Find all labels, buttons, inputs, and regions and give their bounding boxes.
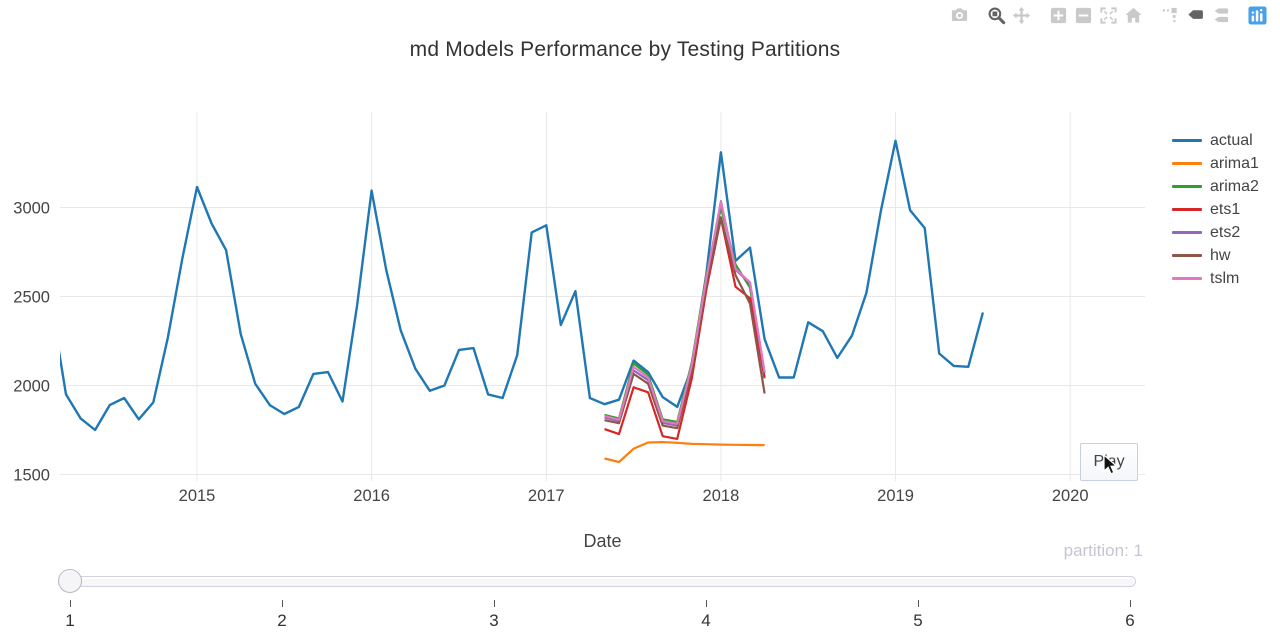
x-tick-label: 2017 <box>528 487 565 505</box>
x-tick-label: 2020 <box>1052 487 1089 505</box>
spikelines-button[interactable] <box>1158 4 1183 27</box>
reset-home-button[interactable] <box>1121 4 1146 27</box>
x-tick-label: 2016 <box>353 487 390 505</box>
legend-swatch-arima2 <box>1172 185 1202 188</box>
slider-tick-label-2[interactable]: 2 <box>277 611 287 630</box>
reset-home-icon <box>1125 7 1142 23</box>
legend-label: ets2 <box>1210 223 1241 241</box>
slider-tick-label-4[interactable]: 4 <box>701 611 711 630</box>
legend-item-hw[interactable]: hw <box>1172 244 1259 267</box>
legend-swatch-actual <box>1172 139 1202 142</box>
legend-item-ets1[interactable]: ets1 <box>1172 198 1259 221</box>
y-tick-label: 2500 <box>13 289 50 307</box>
y-tick-label: 1500 <box>13 467 50 485</box>
series-line-ets1[interactable] <box>604 217 766 440</box>
legend-label: ets1 <box>1210 200 1241 218</box>
pan-icon <box>1012 6 1031 25</box>
partition-slider-track[interactable] <box>58 576 1136 587</box>
legend-label: actual <box>1210 131 1253 149</box>
series-line-actual[interactable] <box>52 139 985 432</box>
camera-icon <box>951 8 968 22</box>
plotly-logo-icon <box>1248 6 1267 25</box>
legend-label: tslm <box>1210 269 1240 287</box>
slider-tick-mark <box>494 600 495 607</box>
modebar-group <box>1245 4 1270 27</box>
legend-swatch-hw <box>1172 254 1202 257</box>
x-tick-label: 2015 <box>179 487 216 505</box>
modebar-group <box>1046 4 1146 27</box>
line-chart-plot-area[interactable]: 1500 2000 2500 3000 2015 2016 2017 2018 2019 2020 <box>0 0 1280 560</box>
x-tick-label: 2018 <box>703 487 740 505</box>
slider-tick-label-3[interactable]: 3 <box>489 611 499 630</box>
zoom-in-icon <box>1050 7 1067 24</box>
legend-item-tslm[interactable]: tslm <box>1172 267 1259 290</box>
slider-tick-label-5[interactable]: 5 <box>913 611 923 630</box>
legend-item-actual[interactable]: actual <box>1172 129 1259 152</box>
partition-slider-handle[interactable] <box>58 569 82 593</box>
zoom-out-button[interactable] <box>1071 4 1096 27</box>
legend-swatch-ets2 <box>1172 231 1202 234</box>
legend-label: hw <box>1210 246 1231 264</box>
legend-swatch-arima1 <box>1172 162 1202 165</box>
legend-item-ets2[interactable]: ets2 <box>1172 221 1259 244</box>
plotly-logo-button[interactable] <box>1245 4 1270 27</box>
hover-compare-icon <box>1214 8 1229 23</box>
legend-item-arima1[interactable]: arima1 <box>1172 152 1259 175</box>
slider-tick-mark <box>706 600 707 607</box>
zoom-in-button[interactable] <box>1046 4 1071 27</box>
modebar-group <box>984 4 1034 27</box>
x-axis-title: Date <box>583 531 622 551</box>
modebar-group <box>1158 4 1233 27</box>
x-tick-label: 2019 <box>877 487 914 505</box>
legend: actual arima1 arima2 ets1 ets2 hw tslm <box>1172 129 1259 290</box>
autoscale-icon <box>1100 7 1117 24</box>
slider-tick-label-6[interactable]: 6 <box>1125 611 1135 630</box>
series-line-tslm[interactable] <box>604 201 766 425</box>
zoom-button[interactable] <box>984 4 1009 27</box>
legend-swatch-ets1 <box>1172 208 1202 211</box>
slider-tick-mark <box>918 600 919 607</box>
chart-title: md Models Performance by Testing Partiti… <box>409 38 841 61</box>
legend-item-arima2[interactable]: arima2 <box>1172 175 1259 198</box>
y-tick-label: 3000 <box>13 200 50 218</box>
zoom-icon <box>988 7 1006 25</box>
play-button[interactable]: Play <box>1080 443 1138 481</box>
y-tick-label: 2000 <box>13 378 50 396</box>
camera-button[interactable] <box>947 4 972 27</box>
spikelines-icon <box>1162 7 1177 23</box>
pan-button[interactable] <box>1009 4 1034 27</box>
legend-label: arima1 <box>1210 154 1259 172</box>
series-line-arima1[interactable] <box>604 441 765 464</box>
hover-closest-button[interactable] <box>1183 4 1208 27</box>
slider-tick-mark <box>1130 600 1131 607</box>
slider-tick-label-1[interactable]: 1 <box>65 611 75 630</box>
partition-status-label: partition: 1 <box>1063 541 1143 560</box>
hover-compare-button[interactable] <box>1208 4 1233 27</box>
hover-closest-icon <box>1188 10 1203 19</box>
modebar <box>935 4 1270 27</box>
slider-tick-mark <box>70 600 71 607</box>
legend-swatch-tslm <box>1172 277 1202 280</box>
modebar-group <box>947 4 972 27</box>
slider-tick-mark <box>282 600 283 607</box>
zoom-out-icon <box>1075 7 1092 24</box>
legend-label: arima2 <box>1210 177 1259 195</box>
series-line-hw[interactable] <box>604 216 766 430</box>
autoscale-button[interactable] <box>1096 4 1121 27</box>
